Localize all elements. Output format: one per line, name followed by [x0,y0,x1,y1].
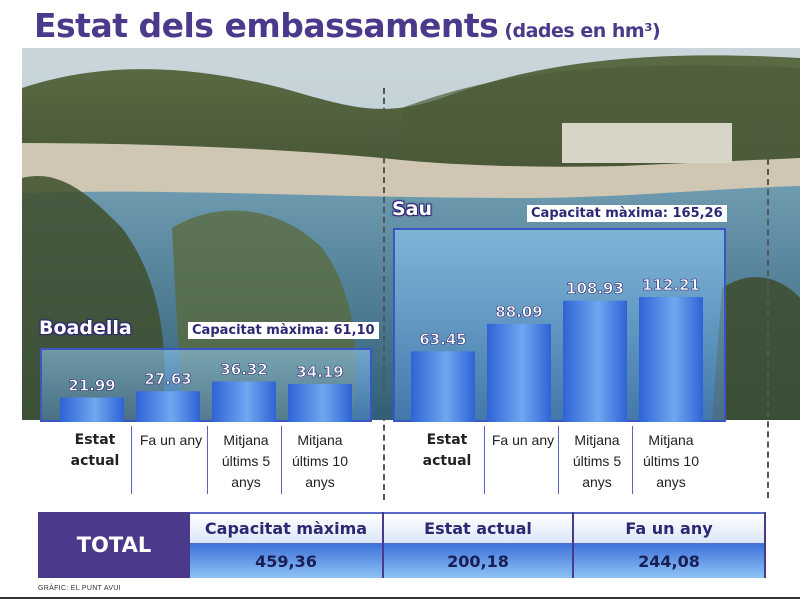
category-label: Fa un any [491,432,555,448]
bar-value-label: 112.21 [642,276,700,294]
category-label: Estat actual [70,432,120,469]
category-label: Mitjana últims 5 anys [221,432,271,490]
bar-value-label: 27.63 [144,370,191,388]
panel-capacity-boadella: Capacitat màxima: 61,10 [188,322,379,339]
title-main: Estat dels embassaments [34,6,499,45]
category-label: Estat actual [422,432,472,469]
chart-title: Estat dels embassaments (dades en hm³) [34,6,661,45]
category-label: Mitjana últims 5 anys [572,432,622,490]
total-col-current: Estat actual 200,18 [384,512,572,578]
total-value: 459,36 [190,544,382,578]
category-label: Mitjana últims 10 anys [291,432,349,490]
bar-value-label: 36.32 [220,361,267,379]
bar-sau-1 [487,323,551,422]
panel-title-sau: Sau [392,198,433,220]
divider-2 [767,78,769,498]
category-label: Mitjana últims 10 anys [642,432,700,490]
bar-boadella-0 [60,397,124,422]
title-units: (dades en hm³) [504,20,661,42]
total-col-separator [764,512,766,578]
panel-capacity-sau: Capacitat màxima: 165,26 [527,205,727,222]
total-header: Capacitat màxima [190,512,382,544]
category-separator [207,426,208,494]
bar-boadella-3 [288,383,352,422]
panel-title-boadella: Boadella [39,317,132,339]
bar-sau-0 [411,351,475,422]
total-value: 200,18 [384,544,572,578]
category-separator [281,426,282,494]
total-col-capacity: Capacitat màxima 459,36 [190,512,382,578]
total-header: Estat actual [384,512,572,544]
divider-1 [383,88,385,500]
category-separator [131,426,132,494]
bar-value-label: 21.99 [68,377,115,395]
total-table: TOTAL Capacitat màxima 459,36 Estat actu… [38,512,800,578]
category-separator [632,426,633,494]
bar-value-label: 34.19 [296,363,343,381]
total-label: TOTAL [38,512,190,578]
bar-boadella-1 [136,391,200,422]
category-separator [558,426,559,494]
category-separator [484,426,485,494]
bottom-rule [0,597,800,599]
total-col-separator [572,512,574,578]
bar-sau-3 [639,297,703,422]
total-header: Fa un any [574,512,764,544]
total-col-year-ago: Fa un any 244,08 [574,512,764,578]
bar-sau-2 [563,300,627,422]
total-col-separator [382,512,384,578]
bar-value-label: 63.45 [419,330,466,348]
bar-value-label: 88.09 [495,303,542,321]
bar-boadella-2 [212,381,276,422]
bar-value-label: 108.93 [566,280,624,298]
category-label: Fa un any [139,432,203,448]
credit: GRÀFIC: EL PUNT AVUI [38,585,121,592]
total-value: 244,08 [574,544,764,578]
